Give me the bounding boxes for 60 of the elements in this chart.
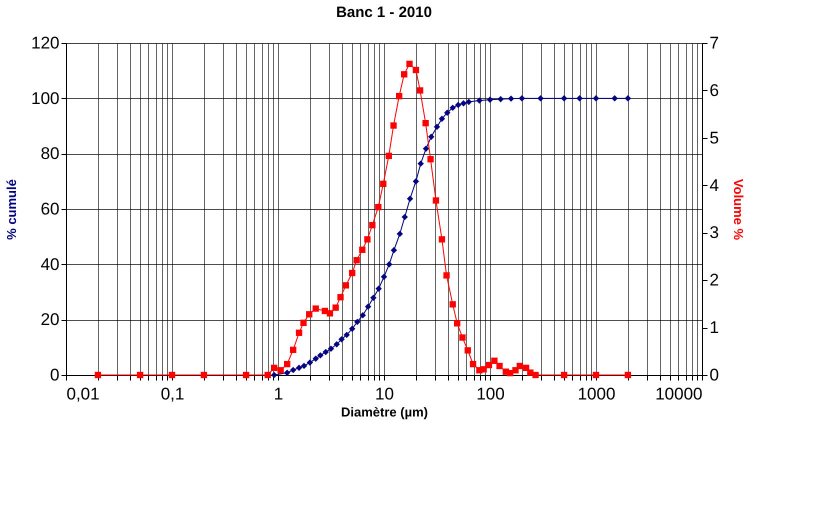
y-axis-title: % cumulé [4, 179, 20, 240]
point [455, 102, 462, 108]
point [450, 104, 456, 111]
y-tick-label: 40 [40, 254, 60, 274]
point [349, 326, 356, 332]
point [460, 100, 467, 106]
point [317, 352, 324, 359]
y2-tick-label: 3 [710, 223, 719, 242]
point [306, 359, 314, 366]
y-tick-label: 120 [31, 34, 60, 52]
point [328, 346, 334, 352]
point [402, 214, 408, 220]
point [334, 341, 340, 348]
y2-tick-label: 0 [710, 366, 719, 384]
point [466, 98, 472, 106]
point [376, 286, 382, 292]
y-tick-label: 60 [40, 200, 60, 218]
point [434, 124, 440, 130]
point [284, 370, 290, 376]
y-tick-label: 80 [40, 144, 60, 164]
point [360, 312, 366, 318]
y2-tick-label: 4 [710, 176, 719, 195]
point [380, 274, 388, 280]
point [322, 348, 329, 356]
y2-tick-label: 2 [710, 270, 719, 290]
y-tick-label: 0 [50, 366, 60, 384]
x-axis-title: Diamètre (µm) [341, 404, 428, 420]
point [396, 230, 403, 238]
y-tick-label: 100 [31, 88, 60, 108]
point [344, 332, 350, 338]
x-tick-label: 100 [476, 384, 505, 404]
point [364, 304, 372, 310]
y2-tick-label: 6 [710, 80, 719, 100]
point [290, 366, 296, 374]
y2-tick-label: 5 [710, 128, 719, 148]
x-tick-label: 10000 [655, 384, 702, 404]
point [386, 261, 392, 268]
y-tick-label: 20 [40, 310, 60, 330]
x-tick-label: 0,1 [160, 384, 184, 404]
point [418, 160, 424, 167]
y2-tick-label: 7 [710, 34, 719, 52]
point [390, 247, 398, 254]
point [338, 336, 345, 342]
x-tick-label: 0,01 [66, 384, 100, 404]
point [300, 362, 308, 370]
point [406, 196, 414, 202]
point [412, 178, 420, 184]
x-tick-label: 10 [375, 384, 394, 404]
point [370, 294, 377, 301]
point [428, 134, 434, 140]
y2-axis-title: Volume % [730, 178, 746, 241]
point [296, 364, 302, 371]
y2-tick-label: 1 [710, 318, 719, 338]
x-tick-label: 1 [274, 384, 284, 404]
point [312, 356, 319, 362]
x-tick-label: 1000 [578, 384, 616, 404]
chart-title: Banc 1 - 2010 [336, 4, 432, 21]
point [438, 116, 446, 122]
point [444, 110, 450, 116]
point [354, 318, 360, 326]
